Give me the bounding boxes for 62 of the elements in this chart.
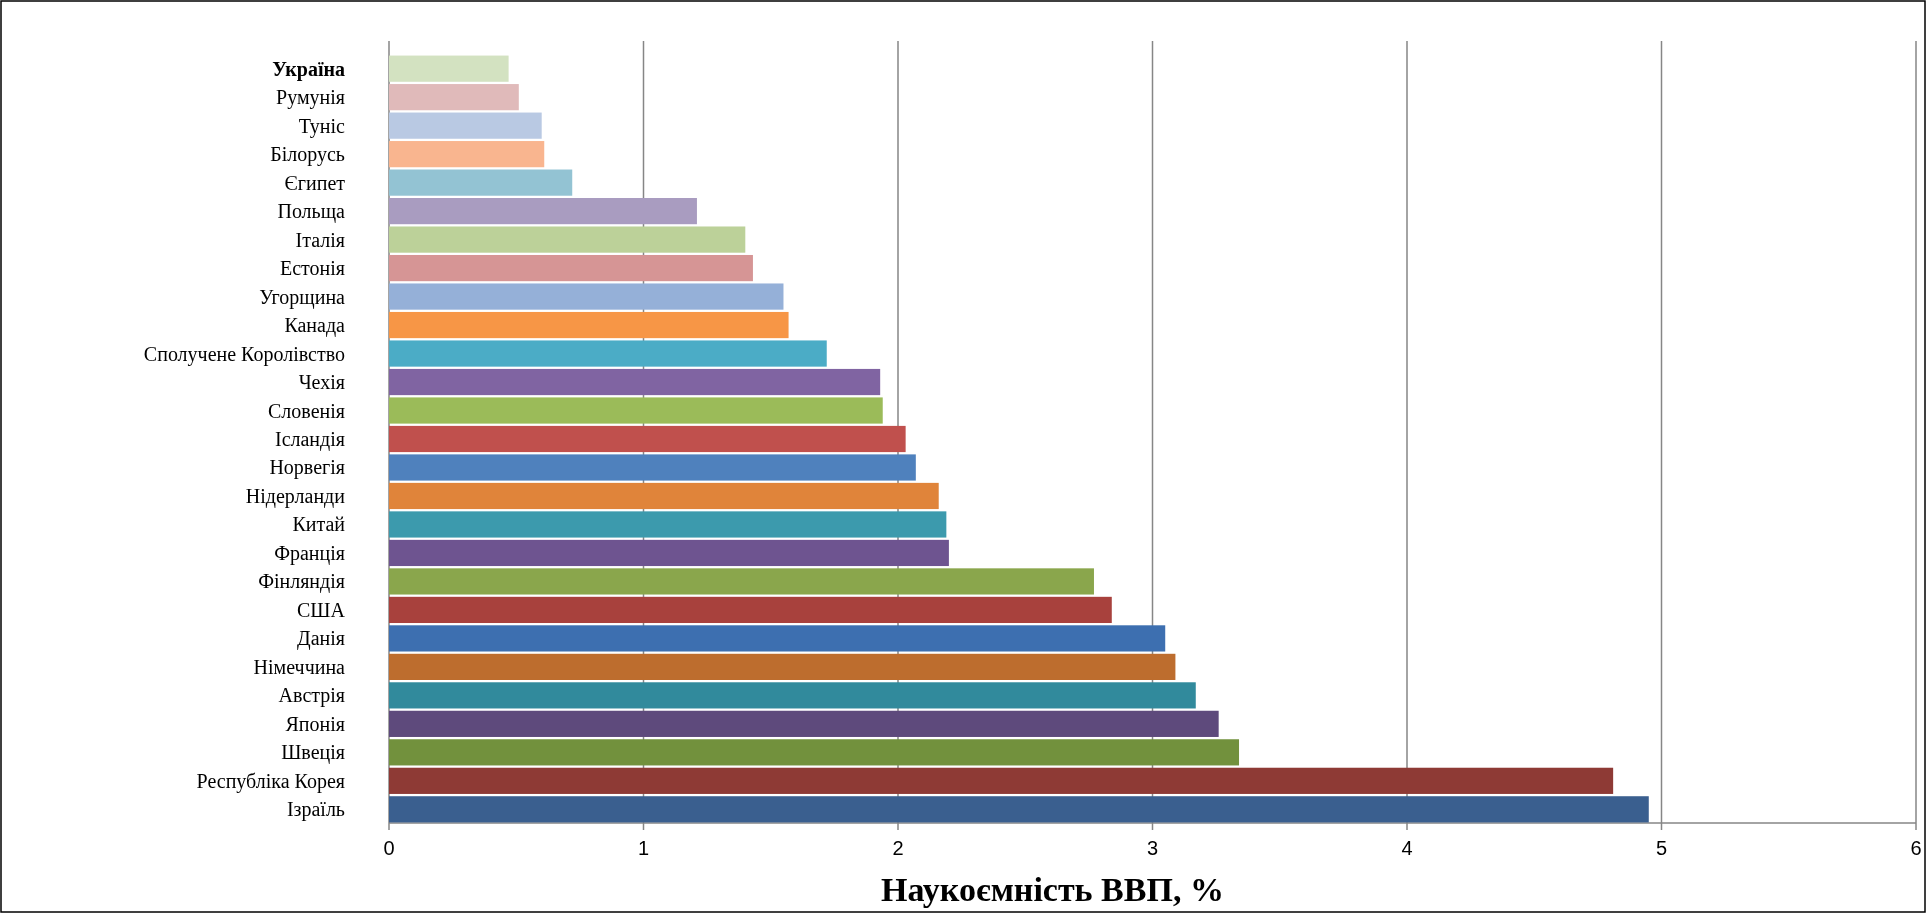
bar xyxy=(389,55,509,82)
x-tick-label: 5 xyxy=(1655,837,1668,859)
y-tick-label: Німеччина xyxy=(253,655,346,678)
bar xyxy=(389,368,881,396)
x-tick-label: 1 xyxy=(637,837,650,859)
y-tick-label: Єгипет xyxy=(284,171,346,194)
y-tick-label: Нідерланди xyxy=(245,484,346,508)
y-tick-label: Словенія xyxy=(268,399,345,422)
y-tick-label: Чехія xyxy=(298,371,345,394)
y-tick-label: Австрія xyxy=(278,684,345,708)
x-tick-label: 4 xyxy=(1401,837,1413,859)
bar xyxy=(389,84,519,111)
bar xyxy=(389,397,883,424)
bar xyxy=(389,653,1176,680)
y-tick-label: Білорусь xyxy=(270,143,345,167)
bar xyxy=(389,169,573,196)
bar xyxy=(389,198,697,225)
y-tick-label: Ізраїль xyxy=(286,798,345,822)
y-tick-label: Ісландія xyxy=(274,428,345,451)
bar xyxy=(389,767,1614,794)
x-tick-label: 2 xyxy=(892,837,904,859)
bar xyxy=(389,482,939,510)
bar xyxy=(389,539,949,567)
bar xyxy=(389,254,753,282)
y-tick-label: Сполучене Королівство xyxy=(143,342,345,366)
y-tick-label: Норвегія xyxy=(269,456,345,480)
x-axis-title: Наукоємність ВВП, % xyxy=(881,871,1224,908)
x-tick-label: 0 xyxy=(383,837,395,859)
bar xyxy=(389,682,1196,709)
y-tick-label: Польща xyxy=(277,200,346,224)
y-tick-label: Румунія xyxy=(276,86,345,110)
bar xyxy=(389,425,906,453)
bar xyxy=(389,596,1112,624)
x-tick-label: 3 xyxy=(1146,837,1159,859)
y-tick-label: Канада xyxy=(284,314,346,338)
bar xyxy=(389,226,746,253)
bar xyxy=(389,454,916,481)
bar xyxy=(389,739,1240,766)
bar xyxy=(389,283,784,310)
bar xyxy=(389,112,542,139)
bar xyxy=(389,340,827,367)
y-tick-label: Китай xyxy=(292,513,346,536)
y-tick-label: Туніс xyxy=(298,114,346,138)
bar xyxy=(389,710,1219,737)
y-tick-label: Італія xyxy=(295,228,345,251)
y-tick-label: Угорщина xyxy=(259,285,346,309)
bar xyxy=(389,625,1166,652)
y-tick-label: Фінляндія xyxy=(258,570,345,594)
y-tick-label: США xyxy=(297,598,346,621)
bar xyxy=(389,568,1094,595)
y-tick-label: Японія xyxy=(285,712,345,735)
y-tick-label: Данія xyxy=(297,627,345,651)
y-tick-label: Франція xyxy=(274,541,345,565)
y-tick-label: Республіка Корея xyxy=(196,769,345,793)
x-tick-label: 6 xyxy=(1910,837,1922,859)
y-tick-label: Естонія xyxy=(279,257,345,280)
bar xyxy=(389,796,1649,823)
bar xyxy=(389,141,545,168)
bar xyxy=(389,311,789,339)
y-tick-label: Швеція xyxy=(281,741,345,765)
bar xyxy=(389,511,947,538)
y-tick-label: Україна xyxy=(272,57,345,81)
